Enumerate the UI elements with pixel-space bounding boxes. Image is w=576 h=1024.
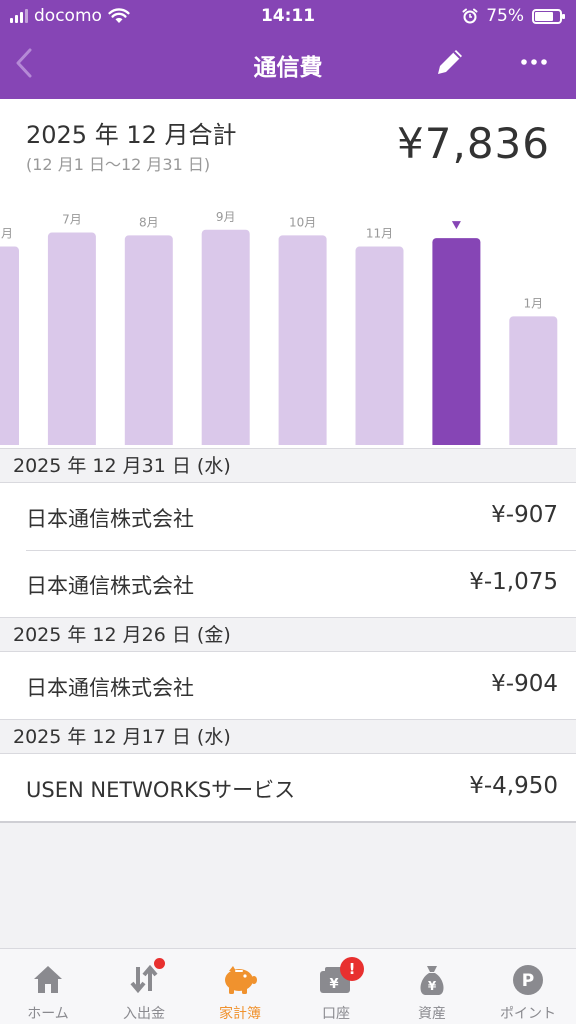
alarm-icon <box>462 8 478 24</box>
list-divider <box>0 821 576 823</box>
chart-tick-label: 10月 <box>289 215 316 229</box>
chart-bar-7[interactable] <box>432 238 481 445</box>
summary-total: ¥7,836 <box>397 119 550 168</box>
month-summary: 2025 年 12 月合計 (12 月1 日〜12 月31 日) ¥7,836 … <box>0 99 576 448</box>
chart-bar-3[interactable] <box>124 235 173 445</box>
tab-label: 口座 <box>322 1006 350 1022</box>
transaction-name: 日本通信株式会社 <box>26 507 194 531</box>
carrier-name: docomo <box>34 6 102 26</box>
tab-label: 資産 <box>418 1006 446 1022</box>
nav-bar: 通信費 <box>0 40 576 90</box>
page-title: 通信費 <box>253 55 323 81</box>
date-header: 2025 年 12 月17 日 (水) <box>0 719 576 754</box>
svg-text:¥: ¥ <box>428 979 437 993</box>
transaction-amount: ¥-904 <box>491 671 558 697</box>
transaction-name: 日本通信株式会社 <box>26 574 194 598</box>
transaction-amount: ¥-907 <box>491 502 558 528</box>
chart-bar-2[interactable] <box>47 232 96 445</box>
transaction-amount: ¥-4,950 <box>469 773 558 799</box>
tab-point-coin[interactable]: P ポイント <box>480 949 576 1024</box>
summary-range: (12 月1 日〜12 月31 日) <box>26 155 211 174</box>
tab-money-bag[interactable]: ¥ 資産 <box>384 949 480 1024</box>
pencil-icon[interactable] <box>432 44 468 80</box>
chart-bar-4[interactable] <box>201 229 250 445</box>
tab-label: 入出金 <box>123 1006 165 1022</box>
battery-icon <box>532 8 565 24</box>
transaction-row[interactable]: USEN NETWORKSサービス ¥-4,950 <box>0 754 576 821</box>
chevron-left-icon[interactable] <box>10 46 40 80</box>
tab-label: 家計簿 <box>219 1006 261 1022</box>
transaction-name: 日本通信株式会社 <box>26 676 194 700</box>
notification-dot <box>154 958 165 969</box>
wifi-icon <box>108 8 130 23</box>
svg-text:P: P <box>522 971 534 991</box>
status-time: 14:11 <box>260 6 316 26</box>
chart-tick-label: 月 <box>1 227 13 241</box>
tab-label: ポイント <box>500 1006 556 1022</box>
date-header: 2025 年 12 月26 日 (金) <box>0 617 576 652</box>
chart-bar-5[interactable] <box>278 235 327 445</box>
monthly-bar-chart[interactable]: 月 7月 8月 9月 10月 11月 1月 <box>0 199 576 445</box>
transaction-row[interactable]: 日本通信株式会社 ¥-904 <box>0 652 576 719</box>
date-header: 2025 年 12 月31 日 (水) <box>0 448 576 483</box>
chart-tick-label: 8月 <box>139 215 159 229</box>
tab-wallet-yen[interactable]: ¥! 口座 <box>288 949 384 1024</box>
alert-badge: ! <box>340 957 364 981</box>
status-bar: docomo 14:11 75% <box>0 0 576 32</box>
chart-bar-6[interactable] <box>355 246 404 445</box>
transaction-amount: ¥-1,075 <box>469 569 558 595</box>
tab-transfer-arrows[interactable]: 入出金 <box>96 949 192 1024</box>
battery-percent: 75% <box>486 6 524 26</box>
transaction-row[interactable]: 日本通信株式会社 ¥-1,075 <box>0 550 576 617</box>
chart-tick-label: 11月 <box>366 227 393 241</box>
transaction-list: 2025 年 12 月31 日 (水) 日本通信株式会社 ¥-907 日本通信株式会社… <box>0 448 576 823</box>
selected-marker-icon <box>451 221 461 230</box>
summary-title: 2025 年 12 月合計 <box>26 121 237 149</box>
tab-bar: ホーム 入出金 家計簿 ¥! 口座 ¥ 資産 P ポイント <box>0 948 576 1024</box>
chart-tick-label: 9月 <box>216 210 236 224</box>
svg-text:¥: ¥ <box>329 977 338 992</box>
chart-tick-label: 7月 <box>62 213 82 227</box>
transaction-row[interactable]: 日本通信株式会社 ¥-907 <box>0 483 576 550</box>
chart-bar-1[interactable] <box>0 246 19 445</box>
chart-tick-label: 1月 <box>523 296 543 310</box>
tab-piggy-bank[interactable]: 家計簿 <box>192 949 288 1024</box>
app-header: docomo 14:11 75% 通信費 <box>0 0 576 99</box>
signal-icon <box>10 9 28 23</box>
chart-bar-8[interactable] <box>509 316 558 445</box>
transaction-name: USEN NETWORKSサービス <box>26 778 296 802</box>
ellipsis-icon[interactable] <box>516 50 552 74</box>
chart-svg: 月 7月 8月 9月 10月 11月 1月 <box>0 210 558 445</box>
tab-home[interactable]: ホーム <box>0 949 96 1024</box>
tab-label: ホーム <box>27 1006 69 1022</box>
